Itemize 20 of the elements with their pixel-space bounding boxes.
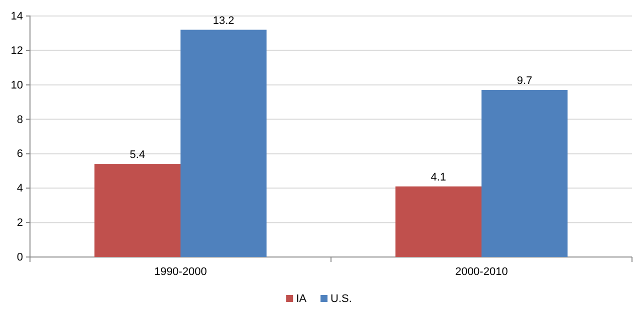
y-tick-label: 6 <box>16 148 23 160</box>
y-tick-label: 14 <box>10 10 23 23</box>
data-label: 9.7 <box>516 75 532 88</box>
y-tick-label: 12 <box>10 44 23 57</box>
bar <box>482 90 568 257</box>
y-tick-label: 2 <box>16 217 23 230</box>
legend-label: IA <box>296 293 308 305</box>
y-tick-label: 10 <box>10 79 23 92</box>
bar <box>94 164 180 257</box>
data-label: 13.2 <box>212 14 234 27</box>
y-tick-label: 8 <box>16 114 23 126</box>
x-tick-label: 2000-2010 <box>455 266 508 278</box>
data-label: 4.1 <box>430 171 446 184</box>
data-label: 5.4 <box>130 149 146 162</box>
y-tick-label: 4 <box>16 182 23 195</box>
x-tick-label: 1990-2000 <box>154 266 207 278</box>
bar <box>395 186 482 257</box>
legend-label: U.S. <box>330 293 352 305</box>
y-tick-label: 0 <box>16 252 23 264</box>
bar <box>180 30 267 257</box>
